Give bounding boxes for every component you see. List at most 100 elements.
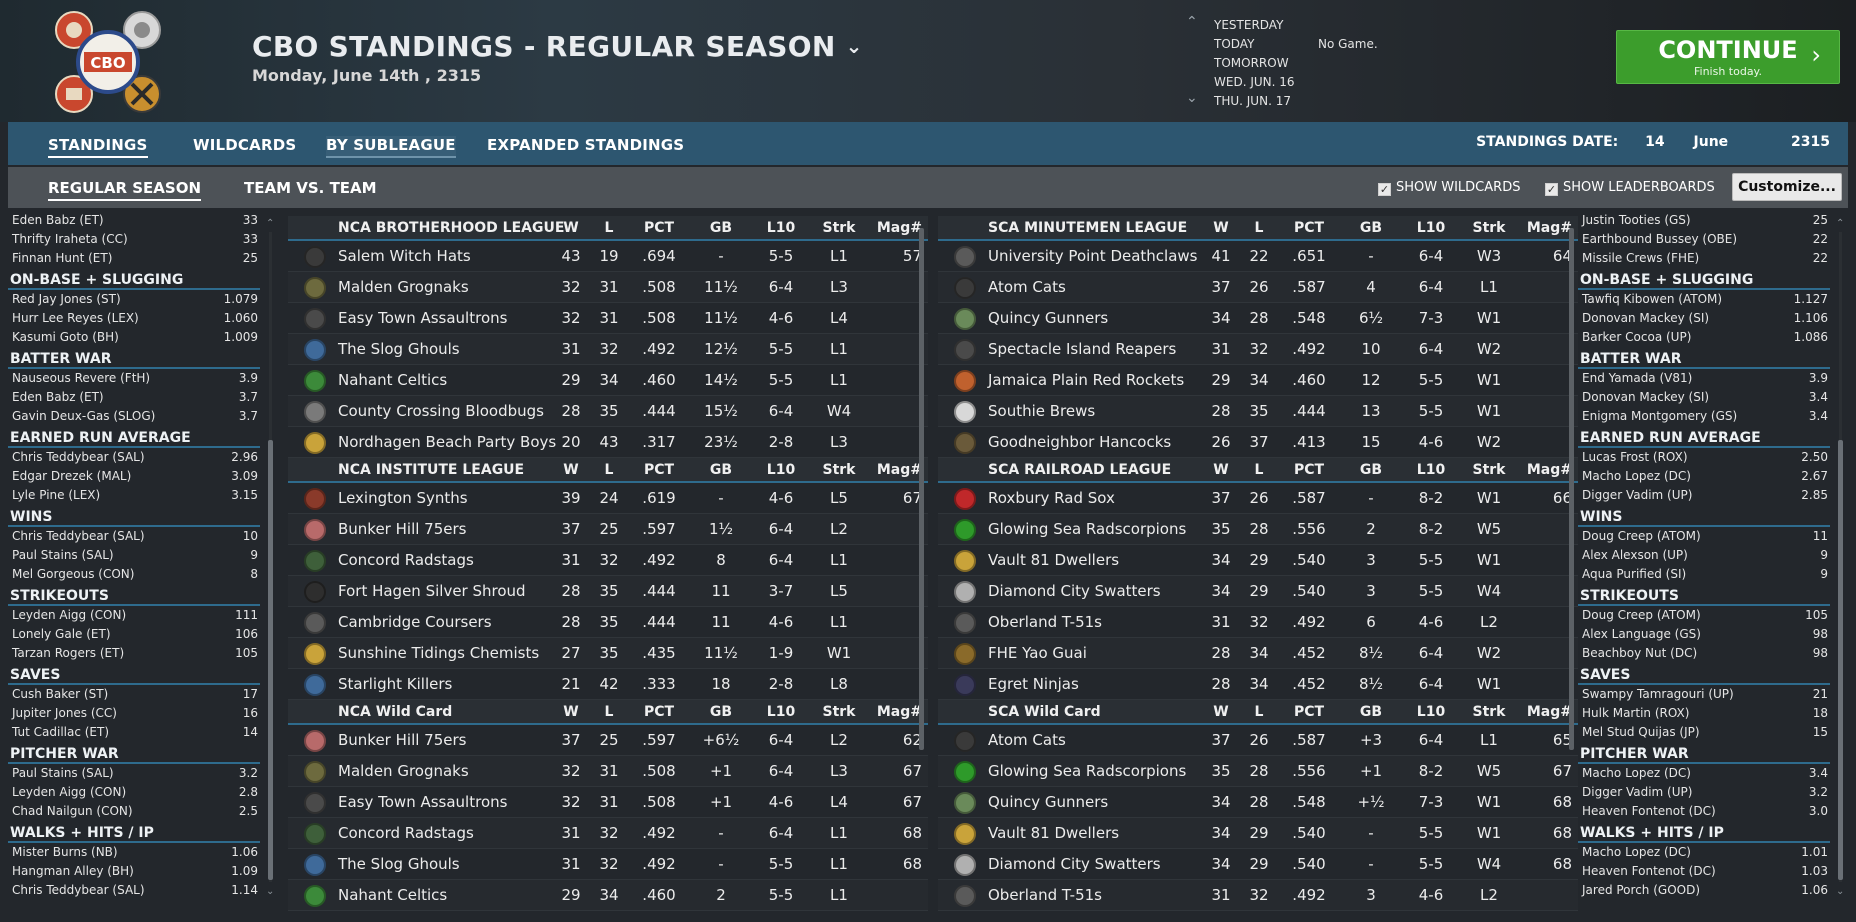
leader-row[interactable]: Earthbound Bussey (OBE) 22 — [1578, 230, 1828, 249]
leader-row[interactable]: Kasumi Goto (BH) 1.009 — [8, 328, 258, 347]
date-item[interactable]: TODAY — [1214, 37, 1255, 51]
player-name[interactable]: Beachboy Nut (DC) — [1582, 646, 1698, 660]
player-name[interactable]: Chris Teddybear (SAL) — [12, 883, 145, 897]
column-header-strk[interactable]: Strk — [822, 220, 856, 236]
player-name[interactable]: Donovan Mackey (SI) — [1582, 390, 1710, 404]
team-name[interactable]: Vault 81 Dwellers — [988, 551, 1120, 569]
player-name[interactable]: Earthbound Bussey (OBE) — [1582, 232, 1738, 246]
player-name[interactable]: Nauseous Revere (FtH) — [12, 371, 151, 385]
column-header-l10[interactable]: L10 — [1416, 704, 1446, 720]
team-row[interactable]: Sunshine Tidings Chemists 27 35 .435 11½ 1-9 W… — [288, 638, 928, 669]
player-name[interactable]: Paul Stains (SAL) — [12, 766, 114, 780]
player-name[interactable]: Jupiter Jones (CC) — [12, 706, 117, 720]
team-name[interactable]: Bunker Hill 75ers — [338, 520, 467, 538]
leader-row[interactable]: Beachboy Nut (DC) 98 — [1578, 644, 1828, 663]
team-row[interactable]: University Point Deathclaws 41 22 .651 - 6-4 W… — [938, 241, 1578, 272]
team-row[interactable]: Nahant Celtics 29 34 .460 14½ 5-5 L1 — [288, 365, 928, 396]
column-header-mag[interactable]: Mag# — [1526, 462, 1572, 478]
player-name[interactable]: Digger Vadim (UP) — [1582, 488, 1693, 502]
player-name[interactable]: Alex Alexson (UP) — [1582, 548, 1688, 562]
player-name[interactable]: Kasumi Goto (BH) — [12, 330, 119, 344]
player-name[interactable]: Macho Lopez (DC) — [1582, 845, 1691, 859]
team-row[interactable]: Cambridge Coursers 28 35 .444 11 4-6 L1 — [288, 607, 928, 638]
leader-row[interactable]: Donovan Mackey (SI) 3.4 — [1578, 388, 1828, 407]
leader-row[interactable]: Hangman Alley (BH) 1.09 — [8, 862, 258, 881]
leader-row[interactable]: Barker Cocoa (UP) 1.086 — [1578, 328, 1828, 347]
player-name[interactable]: Chad Nailgun (CON) — [12, 804, 133, 818]
team-row[interactable]: Atom Cats 37 26 .587 +3 6-4 L1 65 — [938, 725, 1578, 756]
team-row[interactable]: Vault 81 Dwellers 34 29 .540 3 5-5 W1 — [938, 545, 1578, 576]
player-name[interactable]: Leyden Aigg (CON) — [12, 608, 127, 622]
player-name[interactable]: Hangman Alley (BH) — [12, 864, 134, 878]
team-row[interactable]: Salem Witch Hats 43 19 .694 - 5-5 L1 57 — [288, 241, 928, 272]
team-row[interactable]: Egret Ninjas 28 34 .452 8½ 6-4 W1 — [938, 669, 1578, 700]
leader-row[interactable]: Alex Alexson (UP) 9 — [1578, 546, 1828, 565]
scroll-thumb[interactable] — [1569, 228, 1574, 750]
team-name[interactable]: University Point Deathclaws — [988, 247, 1198, 265]
customize-button[interactable]: Customize... — [1732, 173, 1842, 201]
leader-row[interactable]: Paul Stains (SAL) 9 — [8, 546, 258, 565]
column-header-pct[interactable]: PCT — [643, 220, 675, 236]
player-name[interactable]: Lucas Frost (ROX) — [1582, 450, 1688, 464]
player-name[interactable]: Swampy Tamragouri (UP) — [1582, 687, 1734, 701]
leader-row[interactable]: Lyle Pine (LEX) 3.15 — [8, 486, 258, 505]
player-name[interactable]: Eden Babz (ET) — [12, 213, 104, 227]
player-name[interactable]: Heaven Fontenot (DC) — [1582, 864, 1716, 878]
player-name[interactable]: Barker Cocoa (UP) — [1582, 330, 1692, 344]
date-item[interactable]: THU. JUN. 17 — [1214, 94, 1291, 108]
leader-row[interactable]: Digger Vadim (UP) 2.85 — [1578, 486, 1828, 505]
player-name[interactable]: Chris Teddybear (SAL) — [12, 450, 145, 464]
leader-row[interactable]: End Yamada (V81) 3.9 — [1578, 369, 1828, 388]
column-header-l10[interactable]: L10 — [766, 704, 796, 720]
chevron-up-icon[interactable]: ⌃ — [266, 218, 275, 229]
team-name[interactable]: Malden Grognaks — [338, 762, 469, 780]
team-name[interactable]: The Slog Ghouls — [338, 855, 460, 873]
team-row[interactable]: Nahant Celtics 29 34 .460 2 5-5 L1 — [288, 880, 928, 911]
team-row[interactable]: Glowing Sea Radscorpions 35 28 .556 +1 8-2 W5 6… — [938, 756, 1578, 787]
team-row[interactable]: FHE Yao Guai 28 34 .452 8½ 6-4 W2 — [938, 638, 1578, 669]
player-name[interactable]: Lyle Pine (LEX) — [12, 488, 101, 502]
player-name[interactable]: Doug Creep (ATOM) — [1582, 529, 1701, 543]
scroll-thumb[interactable] — [268, 440, 273, 880]
tab-expanded-standings[interactable]: EXPANDED STANDINGS — [487, 136, 685, 154]
leader-row[interactable]: Chris Teddybear (SAL) 1.14 — [8, 881, 258, 900]
chevron-down-icon[interactable]: ⌄ — [845, 34, 863, 58]
team-name[interactable]: The Slog Ghouls — [338, 340, 460, 358]
leader-row[interactable]: Aqua Purified (SI) 9 — [1578, 565, 1828, 584]
column-header-l[interactable]: L — [604, 704, 614, 720]
team-name[interactable]: Egret Ninjas — [988, 675, 1079, 693]
column-header-pct[interactable]: PCT — [1293, 704, 1325, 720]
column-header-w[interactable]: W — [563, 462, 579, 478]
leader-row[interactable]: Justin Tooties (GS) 25 — [1578, 211, 1828, 230]
column-header-mag[interactable]: Mag# — [876, 220, 922, 236]
player-name[interactable]: Hulk Martin (ROX) — [1582, 706, 1690, 720]
team-name[interactable]: Vault 81 Dwellers — [988, 824, 1120, 842]
team-name[interactable]: Southie Brews — [988, 402, 1096, 420]
leader-row[interactable]: Donovan Mackey (SI) 1.106 — [1578, 309, 1828, 328]
leader-row[interactable]: Leyden Aigg (CON) 2.8 — [8, 783, 258, 802]
team-row[interactable]: Bunker Hill 75ers 37 25 .597 1½ 6-4 L2 — [288, 514, 928, 545]
team-name[interactable]: Easy Town Assaultrons — [338, 793, 508, 811]
tab-by-subleague[interactable]: BY SUBLEAGUE — [326, 136, 456, 158]
show-wildcards-checkbox[interactable]: ✓ SHOW WILDCARDS — [1378, 180, 1520, 196]
standings-date-day[interactable]: 14 — [1645, 134, 1665, 150]
leader-row[interactable]: Finnan Hunt (ET) 25 — [8, 249, 258, 268]
player-name[interactable]: Red Jay Jones (ST) — [12, 292, 121, 306]
leader-row[interactable]: Macho Lopez (DC) 2.67 — [1578, 467, 1828, 486]
leader-row[interactable]: Nauseous Revere (FtH) 3.9 — [8, 369, 258, 388]
player-name[interactable]: Mel Stud Quijas (JP) — [1582, 725, 1700, 739]
leader-row[interactable]: Red Jay Jones (ST) 1.079 — [8, 290, 258, 309]
leader-row[interactable]: Eden Babz (ET) 33 — [8, 211, 258, 230]
column-header-strk[interactable]: Strk — [1472, 462, 1506, 478]
team-row[interactable]: Lexington Synths 39 24 .619 - 4-6 L5 67 — [288, 483, 928, 514]
leader-row[interactable]: Macho Lopez (DC) 3.4 — [1578, 764, 1828, 783]
leader-row[interactable]: Leyden Aigg (CON) 111 — [8, 606, 258, 625]
date-item[interactable]: YESTERDAY — [1214, 18, 1284, 32]
tab-wildcards[interactable]: WILDCARDS — [193, 136, 297, 154]
team-row[interactable]: Spectacle Island Reapers 31 32 .492 10 6-4 W2 — [938, 334, 1578, 365]
column-header-strk[interactable]: Strk — [1472, 220, 1506, 236]
team-name[interactable]: Cambridge Coursers — [338, 613, 492, 631]
leader-row[interactable]: Paul Stains (SAL) 3.2 — [8, 764, 258, 783]
player-name[interactable]: Tawfiq Kibowen (ATOM) — [1582, 292, 1723, 306]
player-name[interactable]: Chris Teddybear (SAL) — [12, 529, 145, 543]
